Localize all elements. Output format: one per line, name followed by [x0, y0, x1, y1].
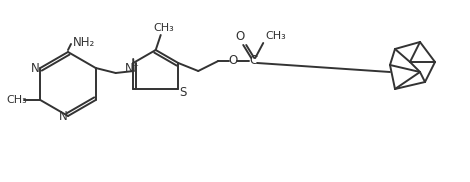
- Text: S: S: [180, 86, 187, 98]
- Text: NH₂: NH₂: [73, 35, 95, 48]
- Text: CH₃: CH₃: [153, 23, 174, 33]
- Text: C: C: [249, 54, 258, 68]
- Text: O: O: [235, 31, 245, 43]
- Text: CH₃: CH₃: [6, 95, 27, 105]
- Text: N⁺: N⁺: [125, 62, 140, 76]
- Text: CH₃: CH₃: [265, 31, 286, 41]
- Text: N: N: [31, 62, 39, 74]
- Text: O: O: [228, 54, 238, 68]
- Text: N: N: [59, 110, 67, 122]
